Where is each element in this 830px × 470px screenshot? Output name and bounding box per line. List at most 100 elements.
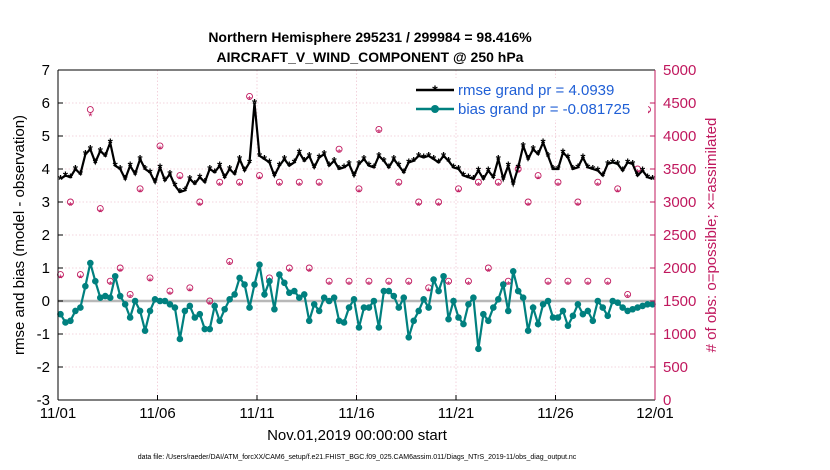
obs-assimilated-marker: *	[556, 181, 561, 193]
y-right-tick-label: 3500	[663, 161, 696, 178]
bias-point	[579, 310, 587, 318]
obs-possible-marker	[76, 271, 84, 279]
bias-point	[166, 301, 174, 308]
bias-point	[87, 259, 94, 267]
bias-point	[430, 276, 437, 283]
bias-point	[126, 314, 134, 321]
y-right-tick-label: 2000	[663, 260, 696, 277]
bias-point	[529, 304, 537, 311]
rmse-point: *	[511, 177, 517, 192]
rmse-point: *	[143, 162, 149, 177]
rmse-point: *	[327, 159, 333, 174]
obs-possible-marker	[305, 264, 313, 272]
rmse-point: *	[73, 162, 79, 177]
rmse-point: *	[302, 154, 308, 169]
bias-point	[136, 307, 144, 315]
y-right-tick-label: 1500	[663, 293, 696, 310]
rmse-point: *	[536, 147, 542, 162]
rmse-point: *	[531, 142, 537, 157]
bias-point	[345, 304, 353, 311]
obs-assimilated-marker: *	[625, 293, 630, 305]
rmse-point: *	[565, 150, 571, 165]
y-axis-label-right: # of obs: o=possible; ×=assimilated	[703, 118, 720, 353]
obs-assimilated-marker: *	[218, 181, 223, 193]
rmse-point: *	[342, 160, 348, 175]
rmse-point: *	[197, 170, 203, 185]
rmse-point: *	[381, 154, 387, 169]
rmse-point: *	[595, 164, 601, 179]
bias-point	[465, 301, 472, 308]
rmse-point: *	[167, 167, 173, 182]
bias-point	[276, 271, 283, 278]
legend-box	[410, 78, 648, 120]
rmse-point: *	[222, 170, 228, 185]
bias-point	[191, 314, 199, 321]
bias-point	[365, 304, 373, 311]
obs-possible-marker	[365, 277, 373, 285]
rmse-point: *	[516, 160, 522, 175]
bias-point	[405, 334, 413, 341]
x-tick-label: 12/01	[636, 405, 674, 422]
bias-point	[415, 307, 422, 315]
x-tick-label: 11/01	[40, 405, 76, 422]
obs-possible-marker	[604, 277, 612, 285]
obs-assimilated-marker: *	[616, 187, 621, 199]
x-tick-label: 11/11	[239, 405, 274, 422]
obs-assimilated-marker: *	[446, 280, 451, 292]
bias-point	[524, 327, 532, 335]
obs-assimilated-marker: *	[327, 280, 332, 292]
obs-assimilated-marker: *	[347, 280, 352, 292]
rmse-point: *	[93, 155, 99, 170]
bias-point	[221, 305, 228, 313]
bias-point	[161, 297, 169, 305]
bias-point	[231, 291, 238, 298]
obs-assimilated-marker: *	[357, 187, 362, 199]
obs-possible-marker	[146, 274, 154, 282]
rmse-point: *	[138, 152, 144, 167]
bias-point	[72, 307, 79, 315]
rmse-point: *	[496, 152, 502, 167]
rmse-point: *	[471, 172, 477, 187]
rmse-point: *	[486, 164, 492, 179]
rmse-point: *	[615, 157, 621, 172]
obs-assimilated-marker: *	[58, 273, 63, 285]
rmse-point: *	[546, 149, 552, 164]
bias-point	[425, 304, 432, 311]
rmse-point: *	[650, 172, 656, 187]
obs-assimilated-marker: *	[367, 280, 372, 292]
obs-possible-marker	[405, 277, 413, 285]
rmse-point: *	[416, 149, 422, 164]
bias-point	[106, 294, 114, 302]
bias-point	[440, 272, 447, 280]
rmse-point: *	[118, 162, 124, 177]
obs-possible-marker	[594, 178, 602, 186]
rmse-point: *	[58, 172, 64, 187]
bias-point	[574, 301, 582, 308]
rmse-point: *	[396, 159, 402, 174]
obs-assimilated-marker: *	[138, 187, 143, 199]
rmse-point: *	[645, 170, 651, 185]
bias-point	[504, 307, 512, 315]
obs-possible-marker	[116, 264, 124, 272]
rmse-point: *	[590, 162, 596, 177]
y-left-tick-label: 4	[42, 161, 50, 178]
bias-point	[649, 301, 656, 308]
obs-assimilated-marker: *	[158, 144, 163, 156]
bias-point	[564, 322, 572, 330]
rmse-point: *	[366, 159, 372, 174]
rmse-point: *	[541, 136, 547, 151]
bias-point	[325, 297, 333, 305]
bias-point	[485, 317, 492, 325]
bias-point	[519, 294, 527, 302]
obs-possible-marker	[564, 277, 572, 285]
rmse-point: *	[83, 147, 89, 162]
bias-point	[251, 281, 258, 288]
bias-point	[266, 277, 273, 285]
obs-possible-marker	[455, 185, 462, 193]
bias-point	[141, 327, 149, 335]
y-right-tick-label: 3000	[663, 194, 696, 211]
rmse-point: *	[441, 149, 447, 164]
bias-point	[77, 304, 84, 311]
rmse-point: *	[421, 150, 427, 165]
